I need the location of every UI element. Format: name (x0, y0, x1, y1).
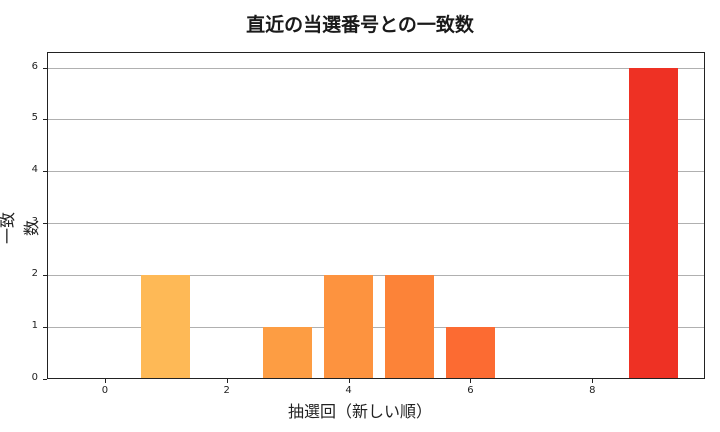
gridline (48, 223, 704, 225)
gridline (48, 119, 704, 121)
y-tick-mark (43, 171, 47, 173)
y-tick-mark (43, 67, 47, 69)
y-tick-label: 3 (31, 216, 38, 228)
x-tick-mark (226, 379, 228, 383)
y-tick-mark (43, 379, 47, 380)
bar (385, 275, 434, 378)
x-tick-label: 6 (467, 385, 474, 396)
y-tick-label: 4 (31, 164, 38, 176)
gridline (48, 327, 704, 329)
x-tick-mark (348, 379, 350, 383)
bar (446, 327, 495, 378)
bar (628, 67, 678, 378)
y-tick-label: 0 (31, 372, 38, 383)
y-tick-label: 2 (31, 268, 38, 280)
y-tick-mark (43, 119, 47, 121)
x-tick-label: 2 (223, 385, 230, 396)
plot-area (47, 52, 705, 379)
gridline (48, 275, 704, 277)
x-tick-label: 0 (101, 385, 109, 396)
chart-title: 直近の当選番号との一致数 (246, 14, 474, 36)
y-tick-mark (43, 327, 47, 329)
x-tick-label: 8 (589, 385, 596, 396)
x-tick-mark (104, 379, 106, 383)
y-tick-label: 5 (31, 112, 38, 124)
bar (263, 327, 313, 378)
bar (324, 275, 373, 378)
y-axis-label: 一致数 (0, 212, 41, 245)
y-tick-label: 6 (31, 60, 38, 72)
y-tick-mark (43, 275, 47, 277)
x-axis-label: 抽選回（新しい順） (287, 402, 432, 421)
gridline (48, 171, 704, 173)
x-tick-mark (592, 379, 594, 383)
gridline (48, 67, 704, 69)
x-tick-label: 4 (345, 385, 352, 396)
y-tick-mark (43, 223, 47, 225)
y-tick-label: 1 (31, 320, 38, 332)
bar (141, 275, 191, 378)
x-tick-mark (470, 379, 472, 383)
